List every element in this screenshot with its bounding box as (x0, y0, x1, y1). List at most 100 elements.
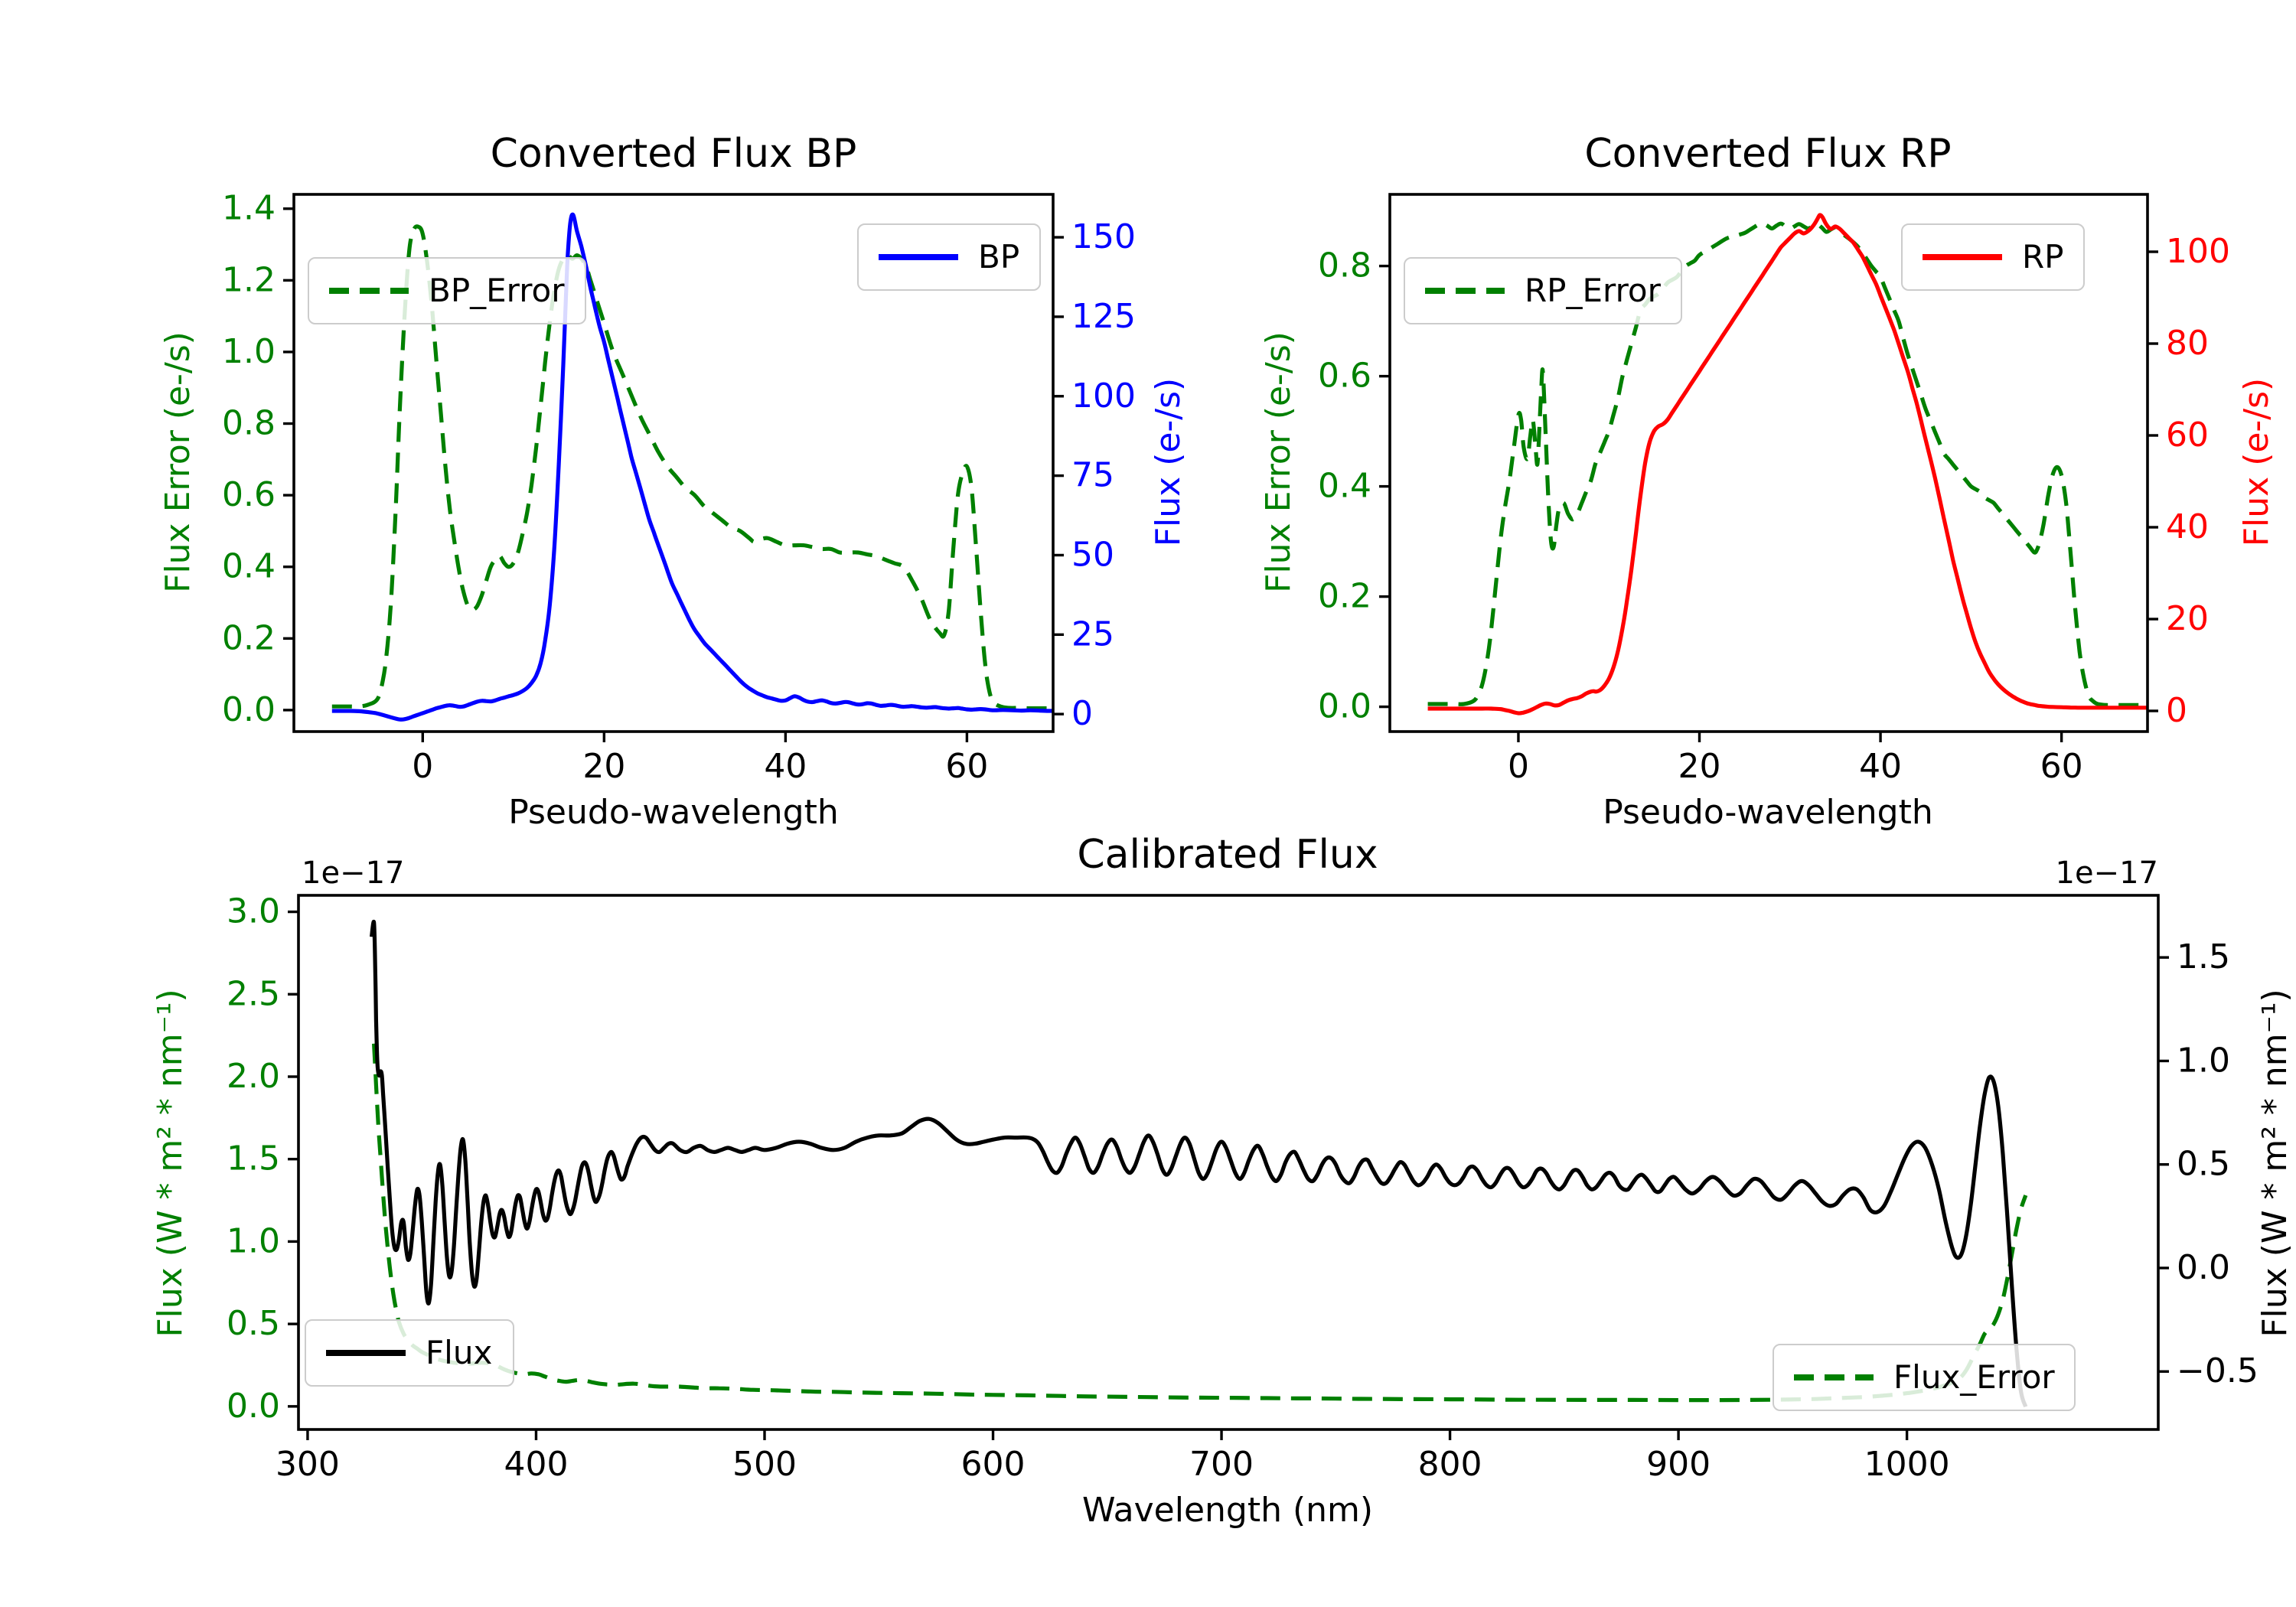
series-line-rp_error (1427, 221, 2148, 708)
legend-line-sample-dashed (1425, 288, 1505, 294)
x-tick-label: 0 (1508, 747, 1529, 786)
legend-bp-error: BP_Error (308, 257, 586, 324)
axes-rp: 0 20 40 60 0.0 0.2 0.4 0.6 0.8 0 20 40 60 80 100 (1318, 193, 2230, 786)
y-tick-label-left: 2.5 (227, 974, 280, 1013)
y-tick-label-left: 0.6 (222, 475, 276, 514)
y-tick-label-right: 0.0 (2177, 1248, 2230, 1287)
ylabel-rp-right: Flux (e-/s) (2238, 377, 2277, 547)
x-tick-label: 60 (945, 747, 988, 786)
series-line-bp_error (331, 224, 1053, 711)
series-line-rp (1427, 213, 2148, 715)
x-tick-label: 800 (1418, 1445, 1482, 1484)
y-tick-label-right: 60 (2166, 416, 2209, 455)
y-tick-label-right: 0 (2166, 691, 2187, 730)
y-tick-label-right: 100 (1071, 376, 1136, 416)
x-tick-label: 300 (276, 1445, 340, 1484)
xlabel-bp: Pseudo-wavelength (508, 794, 839, 833)
legend-label: Flux_Error (1893, 1359, 2055, 1396)
legend-label: Flux (426, 1335, 493, 1371)
legend-rp-error: RP_Error (1404, 257, 1682, 324)
y-tick-label-right: 80 (2166, 324, 2209, 363)
x-tick-label: 900 (1646, 1445, 1711, 1484)
y-tick-label-right: −0.5 (2177, 1351, 2258, 1390)
legend-line-sample-solid (326, 1350, 406, 1356)
y-tick-label-left: 0.0 (1318, 687, 1371, 726)
xlabel-rp: Pseudo-wavelength (1603, 794, 1933, 833)
y-tick-label-left: 1.0 (227, 1221, 280, 1260)
series-group-rp (1427, 213, 2148, 715)
y-tick-label-right: 0.5 (2177, 1145, 2230, 1184)
chart-title-bp: Converted Flux BP (490, 132, 857, 178)
y-tick-label-left: 0.0 (222, 690, 276, 729)
y-tick-label-left: 0.2 (222, 618, 276, 657)
y-tick-label-left: 1.0 (222, 332, 276, 371)
offset-text-right: 1e−17 (2055, 854, 2159, 891)
y-tick-label-left: 0.5 (227, 1304, 280, 1343)
x-tick-label: 700 (1189, 1445, 1254, 1484)
ylabel-bp-right: Flux (e-/s) (1150, 377, 1189, 547)
y-tick-label-left: 0.4 (222, 547, 276, 586)
y-tick-label-right: 20 (2166, 599, 2209, 638)
series-group-bp (331, 212, 1053, 722)
y-tick-label-left: 2.0 (227, 1057, 280, 1096)
y-tick-label-right: 150 (1071, 217, 1136, 256)
y-tick-label-right: 50 (1071, 535, 1114, 574)
y-tick-label-right: 75 (1071, 456, 1114, 495)
chart-title-rp: Converted Flux RP (1584, 132, 1952, 178)
axes-bp: 0 20 40 60 0.0 0.2 0.4 0.6 0.8 1.0 1.2 1.4 0 25 50 75 10… (222, 189, 1136, 786)
y-tick-label-right: 40 (2166, 507, 2209, 546)
x-tick-label: 40 (1859, 747, 1902, 786)
x-tick-label: 20 (582, 747, 625, 786)
series-line-flux (370, 919, 2028, 1408)
offset-text-left: 1e−17 (302, 854, 405, 891)
x-tick-label: 0 (412, 747, 433, 786)
y-tick-label-left: 0.8 (1318, 246, 1371, 285)
y-tick-label-right: 125 (1071, 297, 1136, 336)
legend-line-sample-dashed (1794, 1374, 1874, 1380)
legend-flux: Flux (305, 1319, 514, 1387)
y-tick-label-left: 3.0 (227, 892, 280, 931)
axes-spines (292, 193, 1055, 733)
x-tick-label: 1000 (1864, 1445, 1950, 1484)
series-line-bp (331, 212, 1053, 722)
legend-rp: RP (1901, 223, 2086, 291)
y-tick-label-left: 1.4 (222, 189, 276, 228)
xlabel-cal: Wavelength (nm) (1081, 1492, 1374, 1530)
x-tick-label: 500 (732, 1445, 797, 1484)
chart-title-cal: Calibrated Flux (1077, 833, 1378, 878)
legend-line-sample-solid (879, 254, 958, 260)
ylabel-rp-left: Flux Error (e-/s) (1260, 331, 1299, 593)
y-tick-label-right: 25 (1071, 614, 1114, 654)
y-tick-label-right: 1.0 (2177, 1041, 2230, 1080)
x-tick-label: 60 (2040, 747, 2083, 786)
y-tick-label-right: 0 (1071, 694, 1093, 733)
x-tick-label: 20 (1678, 747, 1721, 786)
y-tick-label-left: 0.4 (1318, 467, 1371, 506)
y-tick-label-left: 0.2 (1318, 577, 1371, 616)
legend-label: RP_Error (1525, 272, 1661, 309)
legend-bp: BP (857, 223, 1042, 291)
series-group-cal (370, 919, 2028, 1408)
legend-label: RP (2022, 239, 2064, 275)
y-tick-label-right: 100 (2166, 232, 2230, 271)
legend-line-sample-solid (1923, 254, 2002, 260)
y-tick-label-left: 1.5 (227, 1139, 280, 1178)
axes-spines (297, 894, 2160, 1431)
x-tick-label: 40 (764, 747, 807, 786)
axes-spines (1388, 193, 2149, 733)
y-tick-label-right: 1.5 (2177, 937, 2230, 976)
y-tick-label-left: 0.8 (222, 404, 276, 443)
y-tick-label-left: 1.2 (222, 260, 276, 299)
x-tick-label: 600 (961, 1445, 1026, 1484)
y-tick-label-left: 0.0 (227, 1387, 280, 1426)
legend-label: BP (978, 239, 1020, 275)
ylabel-cal-left: Flux (W * m² * nm⁻¹) (152, 989, 191, 1338)
ylabel-cal-right: Flux (W * m² * nm⁻¹) (2256, 989, 2295, 1338)
x-tick-label: 400 (504, 1445, 568, 1484)
y-tick-label-left: 0.6 (1318, 357, 1371, 396)
legend-label: BP_Error (429, 272, 565, 309)
legend-flux-error: Flux_Error (1773, 1344, 2076, 1411)
ylabel-bp-left: Flux Error (e-/s) (159, 331, 198, 593)
legend-line-sample-dashed (329, 288, 409, 294)
